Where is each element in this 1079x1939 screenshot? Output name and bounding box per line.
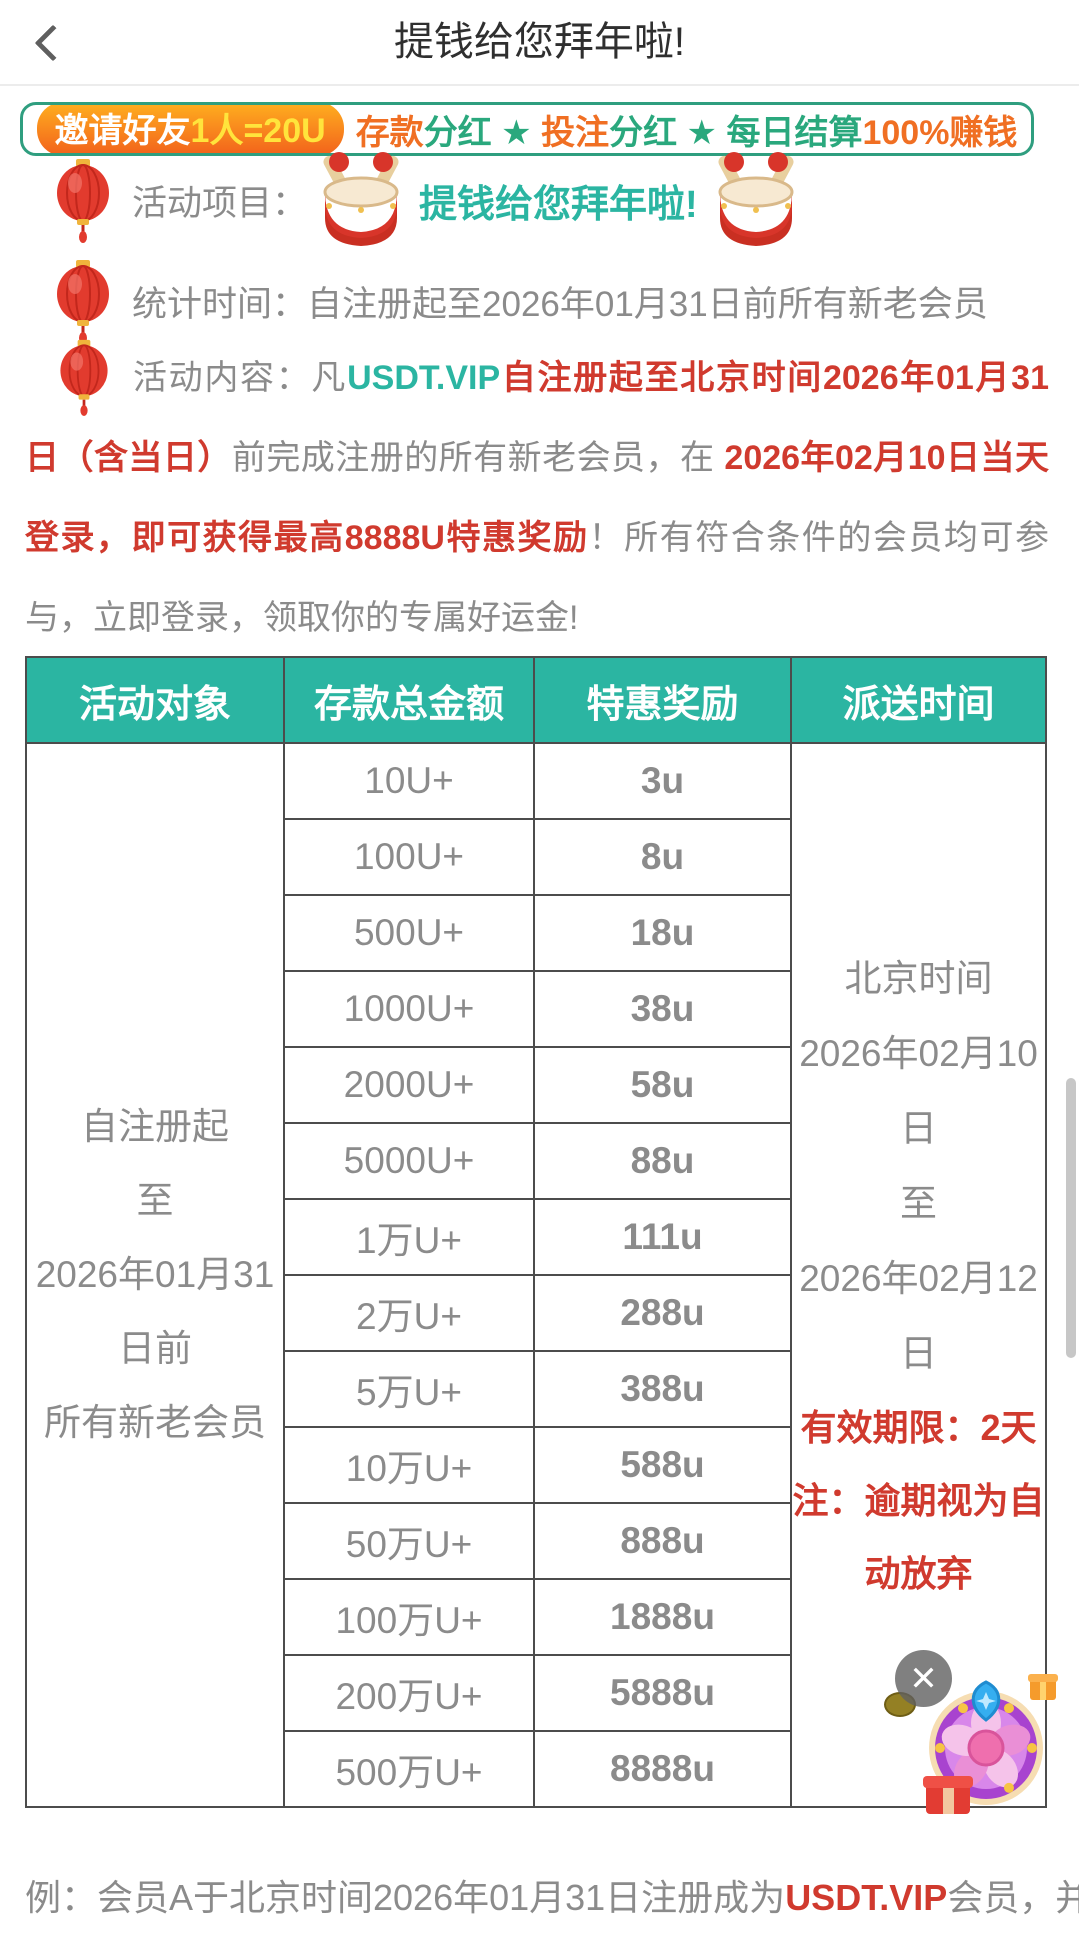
table-row: 1万U+ 111u [26, 1198, 1046, 1276]
project-label: 活动项目： [132, 183, 308, 223]
table-row: 500万U+ 8888u [26, 1730, 1046, 1808]
activity-content-paragraph: 活动内容：凡USDT.VIP自注册起至北京时间2026年01月31日（含当日）前… [25, 338, 1049, 658]
gift-icon [1028, 1674, 1058, 1700]
reward-cell: 888u [533, 1502, 792, 1580]
reward-cell: 18u [533, 894, 792, 972]
stat-label: 统计时间： [132, 284, 308, 324]
lantern-icon [59, 338, 109, 416]
amount-cell: 500万U+ [283, 1730, 535, 1808]
content-gray-2: 前完成注册的所有新老会员，在 [231, 439, 725, 477]
amount-cell: 100U+ [283, 818, 535, 896]
content-gray-1: 活动内容：凡 [133, 359, 348, 397]
reward-cell: 58u [533, 1046, 792, 1124]
amount-cell: 1万U+ [283, 1198, 535, 1276]
table-row: 10万U+ 588u [26, 1426, 1046, 1504]
reward-cell: 8u [533, 818, 792, 896]
example-gray-1: 例：会员A于北京时间2026年01月31日注册成为 [25, 1877, 786, 1918]
coin-icon [884, 1692, 916, 1717]
reward-cell: 111u [533, 1198, 792, 1276]
banner-text: 存款分红 ★ 投注分红 ★ 每日结算100%赚钱 [355, 113, 1018, 152]
page-title: 提钱给您拜年啦! [393, 20, 686, 64]
invite-pill: 邀请好友1人=20U [36, 105, 344, 153]
reward-cell: 3u [533, 742, 792, 820]
table-row: 2万U+ 288u [26, 1274, 1046, 1352]
reward-cell: 38u [533, 970, 792, 1048]
col-header-delivery: 派送时间 [790, 656, 1047, 744]
amount-cell: 50万U+ [283, 1502, 535, 1580]
amount-cell: 10U+ [283, 742, 535, 820]
delivery-time: 北京时间 2026年02月10 日 至 2026年02月12 日 [799, 957, 1038, 1374]
content-red-2: 2026年02月10日当天登录，即可获得最高8888U特惠奖励 [25, 439, 1049, 557]
audience-cell: 自注册起 至 2026年01月31 日前 所有新老会员 [25, 742, 285, 1808]
stat-text: 自注册起至2026年01月31日前所有新老会员 [307, 284, 988, 324]
content-gray-3: ！所有符合条件的会员均可参与，立即登录，领取你的专属好运金! [25, 519, 1049, 637]
amount-cell: 10万U+ [283, 1426, 535, 1504]
reward-cell: 588u [533, 1426, 792, 1504]
table-row: 50万U+ 888u [26, 1502, 1046, 1580]
invite-pill-prefix: 邀请好友 [54, 112, 191, 150]
amount-cell: 5000U+ [283, 1122, 535, 1200]
table-row: 100万U+ 1888u [26, 1578, 1046, 1656]
table-row: 200万U+ 5888u [26, 1654, 1046, 1732]
app-bar: 提钱给您拜年啦! [0, 0, 1079, 86]
table-row: 1000U+ 38u [26, 970, 1046, 1048]
delivery-cell: 北京时间 2026年02月10 日 至 2026年02月12 日 有效期限：2天… [790, 742, 1047, 1808]
brand-name: USDT.VIP [347, 359, 501, 397]
promo-banner[interactable]: 邀请好友1人=20U 存款分红 ★ 投注分红 ★ 每日结算100%赚钱 [20, 102, 1034, 156]
col-header-deposit: 存款总金额 [283, 656, 535, 744]
drum-icon [714, 150, 797, 248]
table-row: 5000U+ 88u [26, 1122, 1046, 1200]
amount-cell: 2万U+ [283, 1274, 535, 1352]
reward-cell: 288u [533, 1274, 792, 1352]
table-row: 自注册起 至 2026年01月31 日前 所有新老会员 10U+ 3u 北京时间… [25, 742, 1047, 1808]
invite-pill-highlight: 1人=20U [190, 112, 326, 150]
table-header-row: 活动对象 存款总金额 特惠奖励 派送时间 [25, 656, 1047, 744]
reward-table: 活动对象 存款总金额 特惠奖励 派送时间 自注册起 至 2026年01月31 日… [25, 656, 1047, 1808]
amount-cell: 5万U+ [283, 1350, 535, 1428]
activity-project-row: 活动项目： 提钱给您拜年啦! [48, 148, 810, 252]
table-row: 5万U+ 388u [26, 1350, 1046, 1428]
back-button[interactable] [28, 20, 74, 66]
table-row: 100U+ 8u [26, 818, 1046, 896]
drum-icon [319, 150, 403, 248]
reward-cell: 88u [533, 1122, 792, 1200]
brand-name: USDT.VIP [785, 1877, 948, 1918]
prize-wheel-icon[interactable] [918, 1664, 1060, 1816]
amount-cell: 200万U+ [283, 1654, 535, 1732]
amount-cell: 500U+ [283, 894, 535, 972]
example-gray-2: 会员，并 [947, 1877, 1079, 1918]
reward-cell: 388u [533, 1350, 792, 1428]
amount-cell: 1000U+ [283, 970, 535, 1048]
content-red-1: 自注册起至北京时间2026年01月31日（含当日） [25, 359, 1049, 477]
amount-cell: 2000U+ [283, 1046, 535, 1124]
lantern-icon [55, 157, 111, 243]
table-row: 2000U+ 58u [26, 1046, 1046, 1124]
example-text: 例：会员A于北京时间2026年01月31日注册成为USDT.VIP会员，并 [25, 1860, 1079, 1936]
table-row: 500U+ 18u [26, 894, 1046, 972]
scrollbar[interactable] [1066, 1078, 1076, 1358]
reward-cell: 8888u [533, 1730, 792, 1808]
close-icon[interactable]: ✕ [895, 1650, 952, 1707]
reward-cell: 5888u [533, 1654, 792, 1732]
amount-cell: 100万U+ [283, 1578, 535, 1656]
lantern-icon [55, 258, 111, 344]
col-header-reward: 特惠奖励 [533, 656, 792, 744]
chevron-left-icon [34, 24, 72, 62]
col-header-audience: 活动对象 [25, 656, 285, 744]
reward-cell: 1888u [533, 1578, 792, 1656]
delivery-note: 有效期限：2天 注：逾期视为自 动放弃 [792, 1406, 1045, 1594]
gift-icon [923, 1776, 973, 1814]
stat-time-row: 统计时间： 自注册起至2026年01月31日前所有新老会员 [48, 258, 988, 344]
activity-title: 提钱给您拜年啦! [419, 183, 698, 226]
